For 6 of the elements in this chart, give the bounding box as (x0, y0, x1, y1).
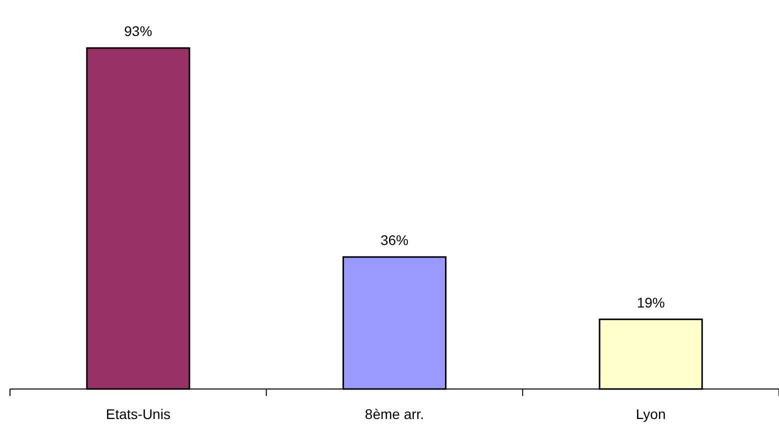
x-tick-label: 8ème arr. (364, 406, 424, 422)
x-tick-label: Lyon (636, 406, 666, 422)
data-label: 93% (124, 23, 152, 39)
data-label: 19% (636, 294, 665, 310)
data-label: 36% (380, 232, 409, 248)
x-tick-label: Etats-Unis (106, 406, 170, 422)
